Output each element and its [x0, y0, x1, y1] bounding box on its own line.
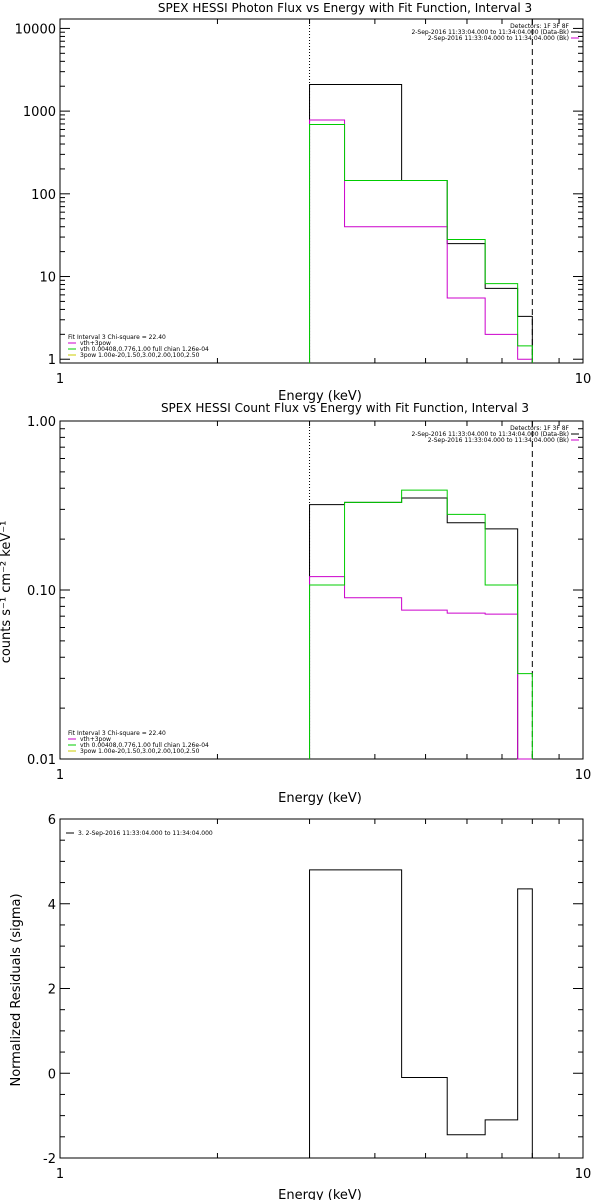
- count-flux-xlabel: Energy (keV): [278, 791, 362, 806]
- count-flux-ylabel: counts s⁻¹ cm⁻² keV⁻¹: [0, 521, 14, 664]
- legend-bottom-entry: 3pow 1.00e-20,1.50,3.00,2.00,100,2.50: [80, 352, 200, 359]
- count-flux-marks: 1 100.010.101.00 Detectors: 1F 3F 8F2-Sep-…: [27, 415, 591, 783]
- y-tick-label: 1000: [23, 105, 56, 120]
- x-tick-label: 1: [56, 768, 64, 783]
- residuals-marks: 1 10 -2 0 2 4 6 3. 2-Sep-2016 11:33:04.000 to 1…: [43, 813, 591, 1182]
- y-tick-label: 1: [48, 353, 56, 368]
- series-vth-3pow: [309, 576, 533, 760]
- legend-top-entry: 2-Sep-2016 11:33:04.000 to 11:34:04.000 …: [411, 29, 569, 36]
- series-vth: [309, 123, 533, 363]
- series-data: [309, 497, 533, 760]
- residuals-xlabel: Energy (keV): [278, 1188, 362, 1200]
- x-tick-label: 1: [56, 372, 64, 387]
- y-tick-label: 2: [48, 983, 56, 998]
- photon-flux-xlabel: Energy (keV): [278, 389, 362, 404]
- y-tick-label: 6: [48, 813, 56, 828]
- series-3-2-sep-2016-11-33-04-000-to-1: [309, 869, 533, 1158]
- y-tick-label: 0: [48, 1067, 56, 1082]
- legend-top-entry: 2-Sep-2016 11:33:04.000 to 11:34:04.000 …: [428, 437, 569, 444]
- y-tick-label: 0.01: [27, 753, 56, 768]
- legend-top-entry: Detectors: 1F 3F 8F: [510, 425, 569, 432]
- legend-bottom-entry: vth+3pow: [80, 736, 111, 743]
- legend-top-entry: Detectors: 1F 3F 8F: [510, 23, 569, 30]
- legend-top-entry: 2-Sep-2016 11:33:04.000 to 11:34:04.000 …: [428, 35, 569, 42]
- y-tick-label: 4: [48, 898, 56, 913]
- legend-bottom-entry: vth 0.00408,0.776,1.00 full chian 1.26e-…: [80, 346, 209, 353]
- y-tick-label: 100: [31, 188, 56, 203]
- photon-flux-panel: SPEX HESSI Photon Flux vs Energy with Fi…: [15, 1, 592, 404]
- x-tick-label: 10: [575, 1167, 592, 1182]
- legend-entry: 3. 2-Sep-2016 11:33:04.000 to 11:34:04.0…: [78, 830, 213, 837]
- residuals-panel: Energy (keV) Normalized Residuals (sigma…: [9, 813, 591, 1200]
- legend-top-entry: 2-Sep-2016 11:33:04.000 to 11:34:04.000 …: [411, 431, 569, 438]
- photon-flux-plot-frame: [59, 18, 584, 364]
- count-flux-plot-frame: [59, 420, 584, 760]
- legend-bottom-entry: Fit Interval 3 Chi-square = 22.40: [68, 730, 166, 737]
- legend-bottom-entry: vth 0.00408,0.776,1.00 full chian 1.26e-…: [80, 742, 209, 749]
- y-tick-label: 10: [39, 271, 56, 286]
- y-tick-label: 10000: [15, 22, 56, 37]
- y-tick-label: 0.10: [27, 584, 56, 599]
- legend-bottom-entry: vth+3pow: [80, 340, 111, 347]
- x-tick-label: 1: [56, 1167, 64, 1182]
- series-data: [309, 83, 533, 363]
- series-vth: [309, 489, 533, 759]
- series-vth-3pow: [309, 119, 533, 363]
- legend-bottom-entry: Fit Interval 3 Chi-square = 22.40: [68, 334, 166, 341]
- x-tick-label: 10: [575, 768, 592, 783]
- photon-flux-title: SPEX HESSI Photon Flux vs Energy with Fi…: [158, 1, 532, 15]
- count-flux-title: SPEX HESSI Count Flux vs Energy with Fit…: [161, 401, 529, 415]
- legend-bottom-entry: 3pow 1.00e-20,1.50,3.00,2.00,100,2.50: [80, 748, 200, 755]
- y-tick-label: -2: [43, 1152, 56, 1167]
- x-tick-label: 10: [575, 372, 592, 387]
- count-flux-panel: SPEX HESSI Count Flux vs Energy with Fit…: [0, 401, 591, 806]
- residuals-ylabel: Normalized Residuals (sigma): [9, 893, 24, 1086]
- y-tick-label: 1.00: [27, 415, 56, 430]
